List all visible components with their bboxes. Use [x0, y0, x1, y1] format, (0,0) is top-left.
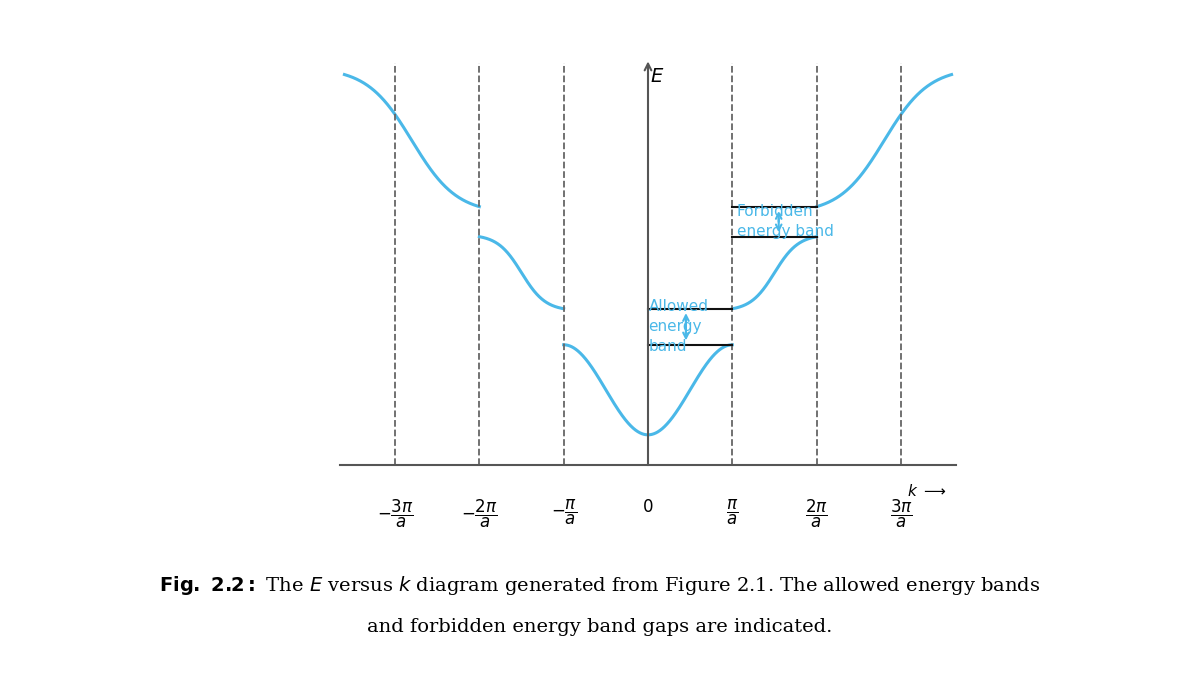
Text: $E$: $E$	[650, 67, 665, 86]
Text: Forbidden
energy band: Forbidden energy band	[737, 204, 834, 239]
Text: and forbidden energy band gaps are indicated.: and forbidden energy band gaps are indic…	[367, 618, 833, 636]
Text: Allowed
energy
band: Allowed energy band	[648, 299, 708, 354]
Text: $k\ \longrightarrow$: $k\ \longrightarrow$	[907, 483, 947, 499]
Text: $\mathbf{Fig.\ 2.2:}$ The $E$ versus $k$ diagram generated from Figure 2.1. The : $\mathbf{Fig.\ 2.2:}$ The $E$ versus $k$…	[160, 574, 1040, 597]
